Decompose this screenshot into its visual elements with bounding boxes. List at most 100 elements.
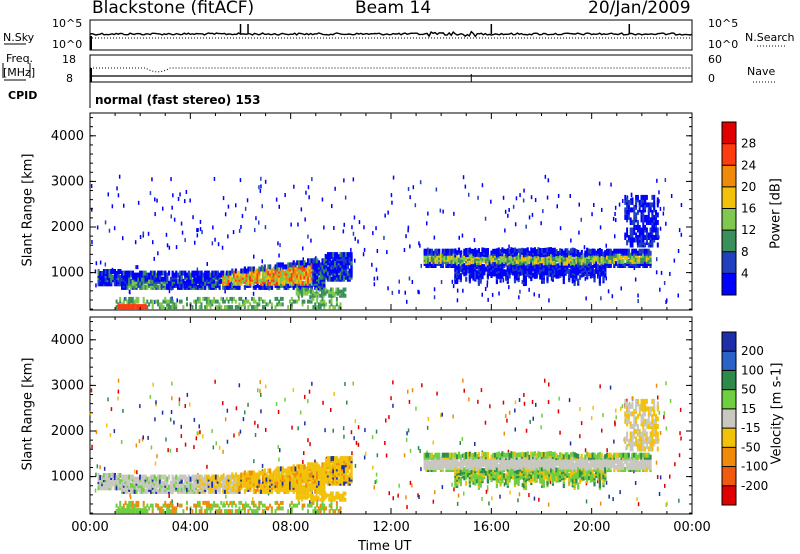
power-band-cell [207, 270, 210, 276]
velocity-scatter-cell [457, 493, 460, 498]
power-band-cell [124, 284, 127, 290]
power-band-cell [319, 262, 322, 268]
power-scatter-cell [162, 206, 164, 211]
power-scatter-cell [104, 220, 107, 225]
velocity-scatter-cell [176, 448, 178, 452]
velocity-scatter-cell [663, 415, 665, 420]
velocity-scatter-cell [461, 453, 464, 458]
power-band-cell [463, 256, 466, 262]
power-near-cell [216, 299, 219, 304]
velocity-scatter-cell [304, 421, 306, 426]
power-band-cell [213, 270, 216, 276]
power-band-cell [553, 268, 556, 274]
velocity-scatter-cell [409, 480, 412, 485]
power-band-cell [517, 254, 520, 260]
velocity-near-cell [323, 503, 326, 508]
power-scatter-cell [222, 196, 225, 201]
velocity-near-cell [200, 506, 203, 511]
power-scatter-cell [484, 216, 487, 221]
velocity-band-cell [189, 476, 192, 482]
velocity-scatter-cell [559, 430, 561, 435]
power-arc-cell [642, 194, 645, 200]
velocity-band-cell [297, 491, 300, 496]
power-near-cell [158, 302, 161, 307]
freq-unit: [MHz] [3, 66, 36, 79]
power-band-cell [634, 248, 638, 254]
power-band-cell [526, 263, 529, 269]
velocity-band-cell [177, 482, 180, 488]
velocity-scatter-cell [420, 467, 422, 472]
velocity-band-cell [429, 465, 432, 470]
power-band-cell [157, 270, 160, 276]
power-band-cell [569, 248, 573, 254]
velocity-band-cell [213, 474, 216, 480]
velocity-scatter-cell [224, 417, 227, 422]
velocity-near-cell [289, 503, 291, 508]
velocity-scatter-cell [406, 431, 408, 436]
power-band-cell [546, 247, 549, 253]
velocity-near-cell [294, 503, 297, 508]
velocity-scatter-cell [601, 428, 603, 433]
velocity-band-cell [177, 476, 180, 482]
velocity-near-cell [178, 503, 181, 508]
power-band-cell [158, 270, 162, 276]
power-band-cell [544, 266, 547, 272]
nsearch-tick-top: 10^5 [708, 17, 739, 30]
power-scatter-cell [420, 263, 422, 268]
velocity-band-cell [251, 474, 254, 480]
power-band-cell [340, 289, 343, 294]
power-near-cell [274, 305, 277, 310]
power-band-cell [97, 269, 100, 274]
power-band-cell [467, 268, 470, 274]
power-band-cell [289, 280, 292, 286]
velocity-near-cell [263, 503, 266, 508]
power-arc-cell [644, 225, 647, 230]
power-band-cell [584, 250, 587, 256]
power-near-cell [281, 296, 284, 301]
velocity-scatter-cell [156, 454, 158, 459]
velocity-band-cell [276, 476, 279, 482]
power-band-cell [321, 293, 323, 298]
velocity-scatter-cell [252, 497, 254, 502]
power-scatter-cell [569, 194, 571, 198]
power-band-cell [559, 248, 562, 254]
power-band-cell [142, 282, 145, 288]
power-band-cell [575, 273, 578, 279]
velocity-band-cell [308, 472, 311, 478]
velocity-near-cell [196, 503, 199, 508]
power-near-cell [205, 299, 208, 304]
velocity-scatter-cell [355, 440, 358, 445]
power-band-cell [322, 287, 325, 292]
velocity-scatter-cell [631, 396, 634, 401]
power-arc-cell [635, 225, 638, 230]
power-band-cell [243, 284, 246, 290]
power-band-cell [580, 260, 583, 266]
velocity-band-cell [321, 486, 324, 492]
power-band-cell [569, 268, 573, 274]
power-band-cell [459, 273, 462, 279]
power-scatter-cell [221, 245, 224, 250]
velocity-scatter-cell [259, 389, 261, 393]
power-scatter-cell [168, 245, 171, 250]
velocity-band-cell [344, 456, 348, 462]
velocity-band-cell [343, 468, 346, 474]
velocity-band-cell [276, 480, 279, 486]
power-scatter-cell [123, 203, 125, 208]
velocity-near-cell [308, 503, 311, 508]
power-scatter-cell [259, 188, 262, 193]
power-band-cell [454, 262, 457, 268]
power-near-cell [149, 299, 152, 304]
velocity-band-cell [157, 480, 160, 486]
velocity-scatter-cell [235, 406, 238, 411]
power-band-cell [211, 270, 214, 276]
power-band-cell [307, 276, 310, 282]
power-band-cell [180, 282, 183, 288]
velocity-band-cell [195, 474, 198, 480]
power-band-cell [472, 249, 475, 254]
velocity-band-cell [180, 474, 183, 480]
power-near-cell [242, 299, 244, 304]
velocity-band-cell [330, 464, 333, 470]
power-band-cell [575, 255, 578, 261]
power-band-cell [508, 273, 511, 279]
power-near-cell [263, 305, 266, 310]
